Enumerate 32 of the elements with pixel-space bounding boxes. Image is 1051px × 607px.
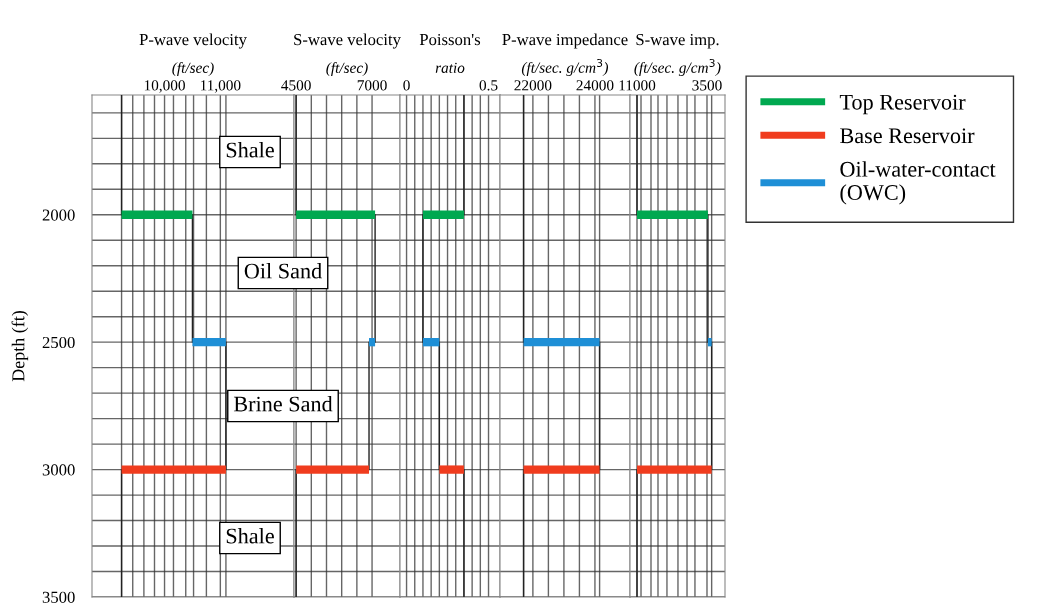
y-tick-label: 3000 xyxy=(42,464,75,476)
x-tick-label: 22000 xyxy=(514,80,552,91)
x-axis-title: (ft/sec) xyxy=(172,62,214,77)
chart-title: S-wave imp. xyxy=(636,33,719,49)
x-tick-label: 4500 xyxy=(281,80,311,91)
annotation: Brine Sand xyxy=(233,395,333,412)
x-axis-title: ratio xyxy=(435,62,465,73)
chart-title: P-wave velocity xyxy=(139,33,247,49)
legend-label: Oil-water-contact (OWC) xyxy=(840,161,996,205)
legend-label: Top Reservoir xyxy=(839,94,966,115)
chart-title: S-wave velocity xyxy=(294,33,401,49)
x-tick-label: 24000 xyxy=(576,80,614,91)
x-axis-title: (ft/sec. g/cm$^{3}$) xyxy=(634,58,721,76)
annotation: Oil Sand xyxy=(244,262,322,279)
annotation: Shale xyxy=(226,141,274,158)
x-tick-label: 7000 xyxy=(357,80,387,91)
x-tick-label: 0.5 xyxy=(479,80,498,91)
chart-title: Poisson's xyxy=(419,33,481,46)
x-tick-label: 3500 xyxy=(692,80,722,91)
annotation: Shale xyxy=(226,527,274,544)
legend-label: Base Reservoir xyxy=(840,128,975,144)
chart-title: P-wave impedance xyxy=(502,33,628,49)
y-axis-title: Depth (ft) xyxy=(11,310,29,382)
x-tick-label: 0 xyxy=(403,80,410,91)
x-axis-title: (ft/sec. g/cm$^{3}$) xyxy=(521,58,609,76)
x-axis-title: (ft/sec) xyxy=(326,62,368,77)
y-tick-label: 3500 xyxy=(42,591,75,603)
y-tick-label: 2500 xyxy=(42,336,75,349)
x-tick-label: 11000 xyxy=(619,80,656,91)
x-tick-label: 10,000 xyxy=(144,80,185,93)
y-tick-label: 2000 xyxy=(42,209,75,221)
x-tick-label: 11,000 xyxy=(200,80,241,93)
